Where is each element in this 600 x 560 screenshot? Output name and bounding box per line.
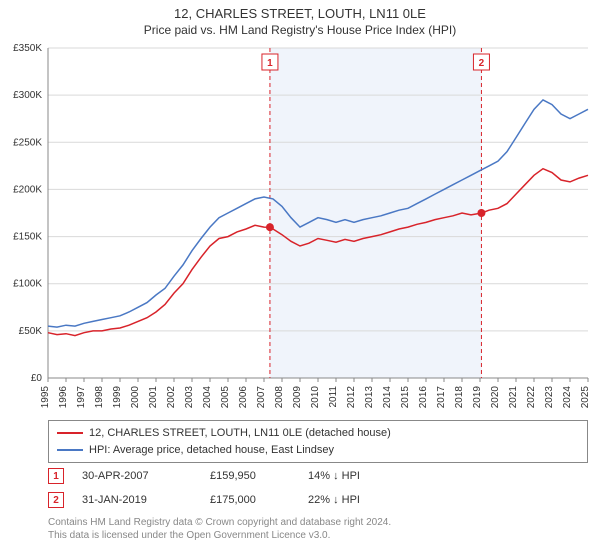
svg-text:2018: 2018	[454, 386, 465, 409]
svg-text:2015: 2015	[400, 386, 411, 409]
page-subtitle: Price paid vs. HM Land Registry's House …	[0, 23, 600, 41]
svg-text:1998: 1998	[94, 386, 105, 409]
svg-text:2: 2	[479, 58, 485, 69]
svg-text:2016: 2016	[418, 386, 429, 409]
sale-price-1: £159,950	[210, 470, 290, 482]
svg-text:2014: 2014	[382, 386, 393, 409]
legend: 12, CHARLES STREET, LOUTH, LN11 0LE (det…	[48, 420, 588, 463]
page-title: 12, CHARLES STREET, LOUTH, LN11 0LE	[0, 0, 600, 23]
svg-text:2010: 2010	[310, 386, 321, 409]
svg-text:2019: 2019	[472, 386, 483, 409]
svg-text:2011: 2011	[328, 386, 339, 408]
svg-text:2024: 2024	[562, 386, 573, 409]
legend-swatch-property	[57, 432, 83, 434]
legend-label-hpi: HPI: Average price, detached house, East…	[89, 442, 334, 459]
svg-text:2021: 2021	[508, 386, 519, 409]
footer: Contains HM Land Registry data © Crown c…	[48, 516, 588, 542]
line-chart: £0£50K£100K£150K£200K£250K£300K£350K1995…	[48, 48, 588, 418]
sales-row-1: 1 30-APR-2007 £159,950 14% ↓ HPI	[48, 464, 588, 488]
sales-row-2: 2 31-JAN-2019 £175,000 22% ↓ HPI	[48, 488, 588, 512]
svg-text:£350K: £350K	[13, 43, 42, 54]
legend-swatch-hpi	[57, 449, 83, 451]
sale-date-2: 31-JAN-2019	[82, 494, 192, 506]
svg-text:2012: 2012	[346, 386, 357, 409]
sales-table: 1 30-APR-2007 £159,950 14% ↓ HPI 2 31-JA…	[48, 464, 588, 512]
legend-label-property: 12, CHARLES STREET, LOUTH, LN11 0LE (det…	[89, 425, 391, 442]
svg-text:£150K: £150K	[13, 232, 42, 243]
svg-text:2004: 2004	[202, 386, 213, 409]
svg-text:2013: 2013	[364, 386, 375, 409]
svg-text:2006: 2006	[238, 386, 249, 409]
sale-diff-1: 14% ↓ HPI	[308, 470, 398, 482]
svg-text:2001: 2001	[148, 386, 159, 409]
sale-date-1: 30-APR-2007	[82, 470, 192, 482]
svg-text:2005: 2005	[220, 386, 231, 409]
svg-text:2022: 2022	[526, 386, 537, 409]
svg-text:2009: 2009	[292, 386, 303, 409]
svg-text:£0: £0	[31, 373, 43, 384]
legend-item-hpi: HPI: Average price, detached house, East…	[57, 442, 579, 459]
svg-text:1: 1	[267, 58, 273, 69]
footer-line-2: This data is licensed under the Open Gov…	[48, 529, 588, 542]
svg-text:1997: 1997	[76, 386, 87, 409]
svg-text:£300K: £300K	[13, 90, 42, 101]
svg-text:1999: 1999	[112, 386, 123, 409]
svg-text:2025: 2025	[580, 386, 591, 409]
sale-price-2: £175,000	[210, 494, 290, 506]
chart-container: 12, CHARLES STREET, LOUTH, LN11 0LE Pric…	[0, 0, 600, 560]
svg-text:2003: 2003	[184, 386, 195, 409]
svg-text:2023: 2023	[544, 386, 555, 409]
sale-marker-2: 2	[48, 492, 64, 508]
svg-text:1995: 1995	[40, 386, 51, 409]
chart-area: £0£50K£100K£150K£200K£250K£300K£350K1995…	[48, 48, 588, 378]
svg-text:2008: 2008	[274, 386, 285, 409]
svg-text:2007: 2007	[256, 386, 267, 409]
svg-text:£200K: £200K	[13, 184, 42, 195]
svg-text:2020: 2020	[490, 386, 501, 409]
svg-text:£100K: £100K	[13, 279, 42, 290]
svg-text:1996: 1996	[58, 386, 69, 409]
svg-text:£50K: £50K	[19, 326, 43, 337]
svg-text:2002: 2002	[166, 386, 177, 409]
legend-item-property: 12, CHARLES STREET, LOUTH, LN11 0LE (det…	[57, 425, 579, 442]
footer-line-1: Contains HM Land Registry data © Crown c…	[48, 516, 588, 529]
svg-text:2017: 2017	[436, 386, 447, 409]
svg-text:£250K: £250K	[13, 137, 42, 148]
sale-marker-1: 1	[48, 468, 64, 484]
svg-text:2000: 2000	[130, 386, 141, 409]
sale-diff-2: 22% ↓ HPI	[308, 494, 398, 506]
